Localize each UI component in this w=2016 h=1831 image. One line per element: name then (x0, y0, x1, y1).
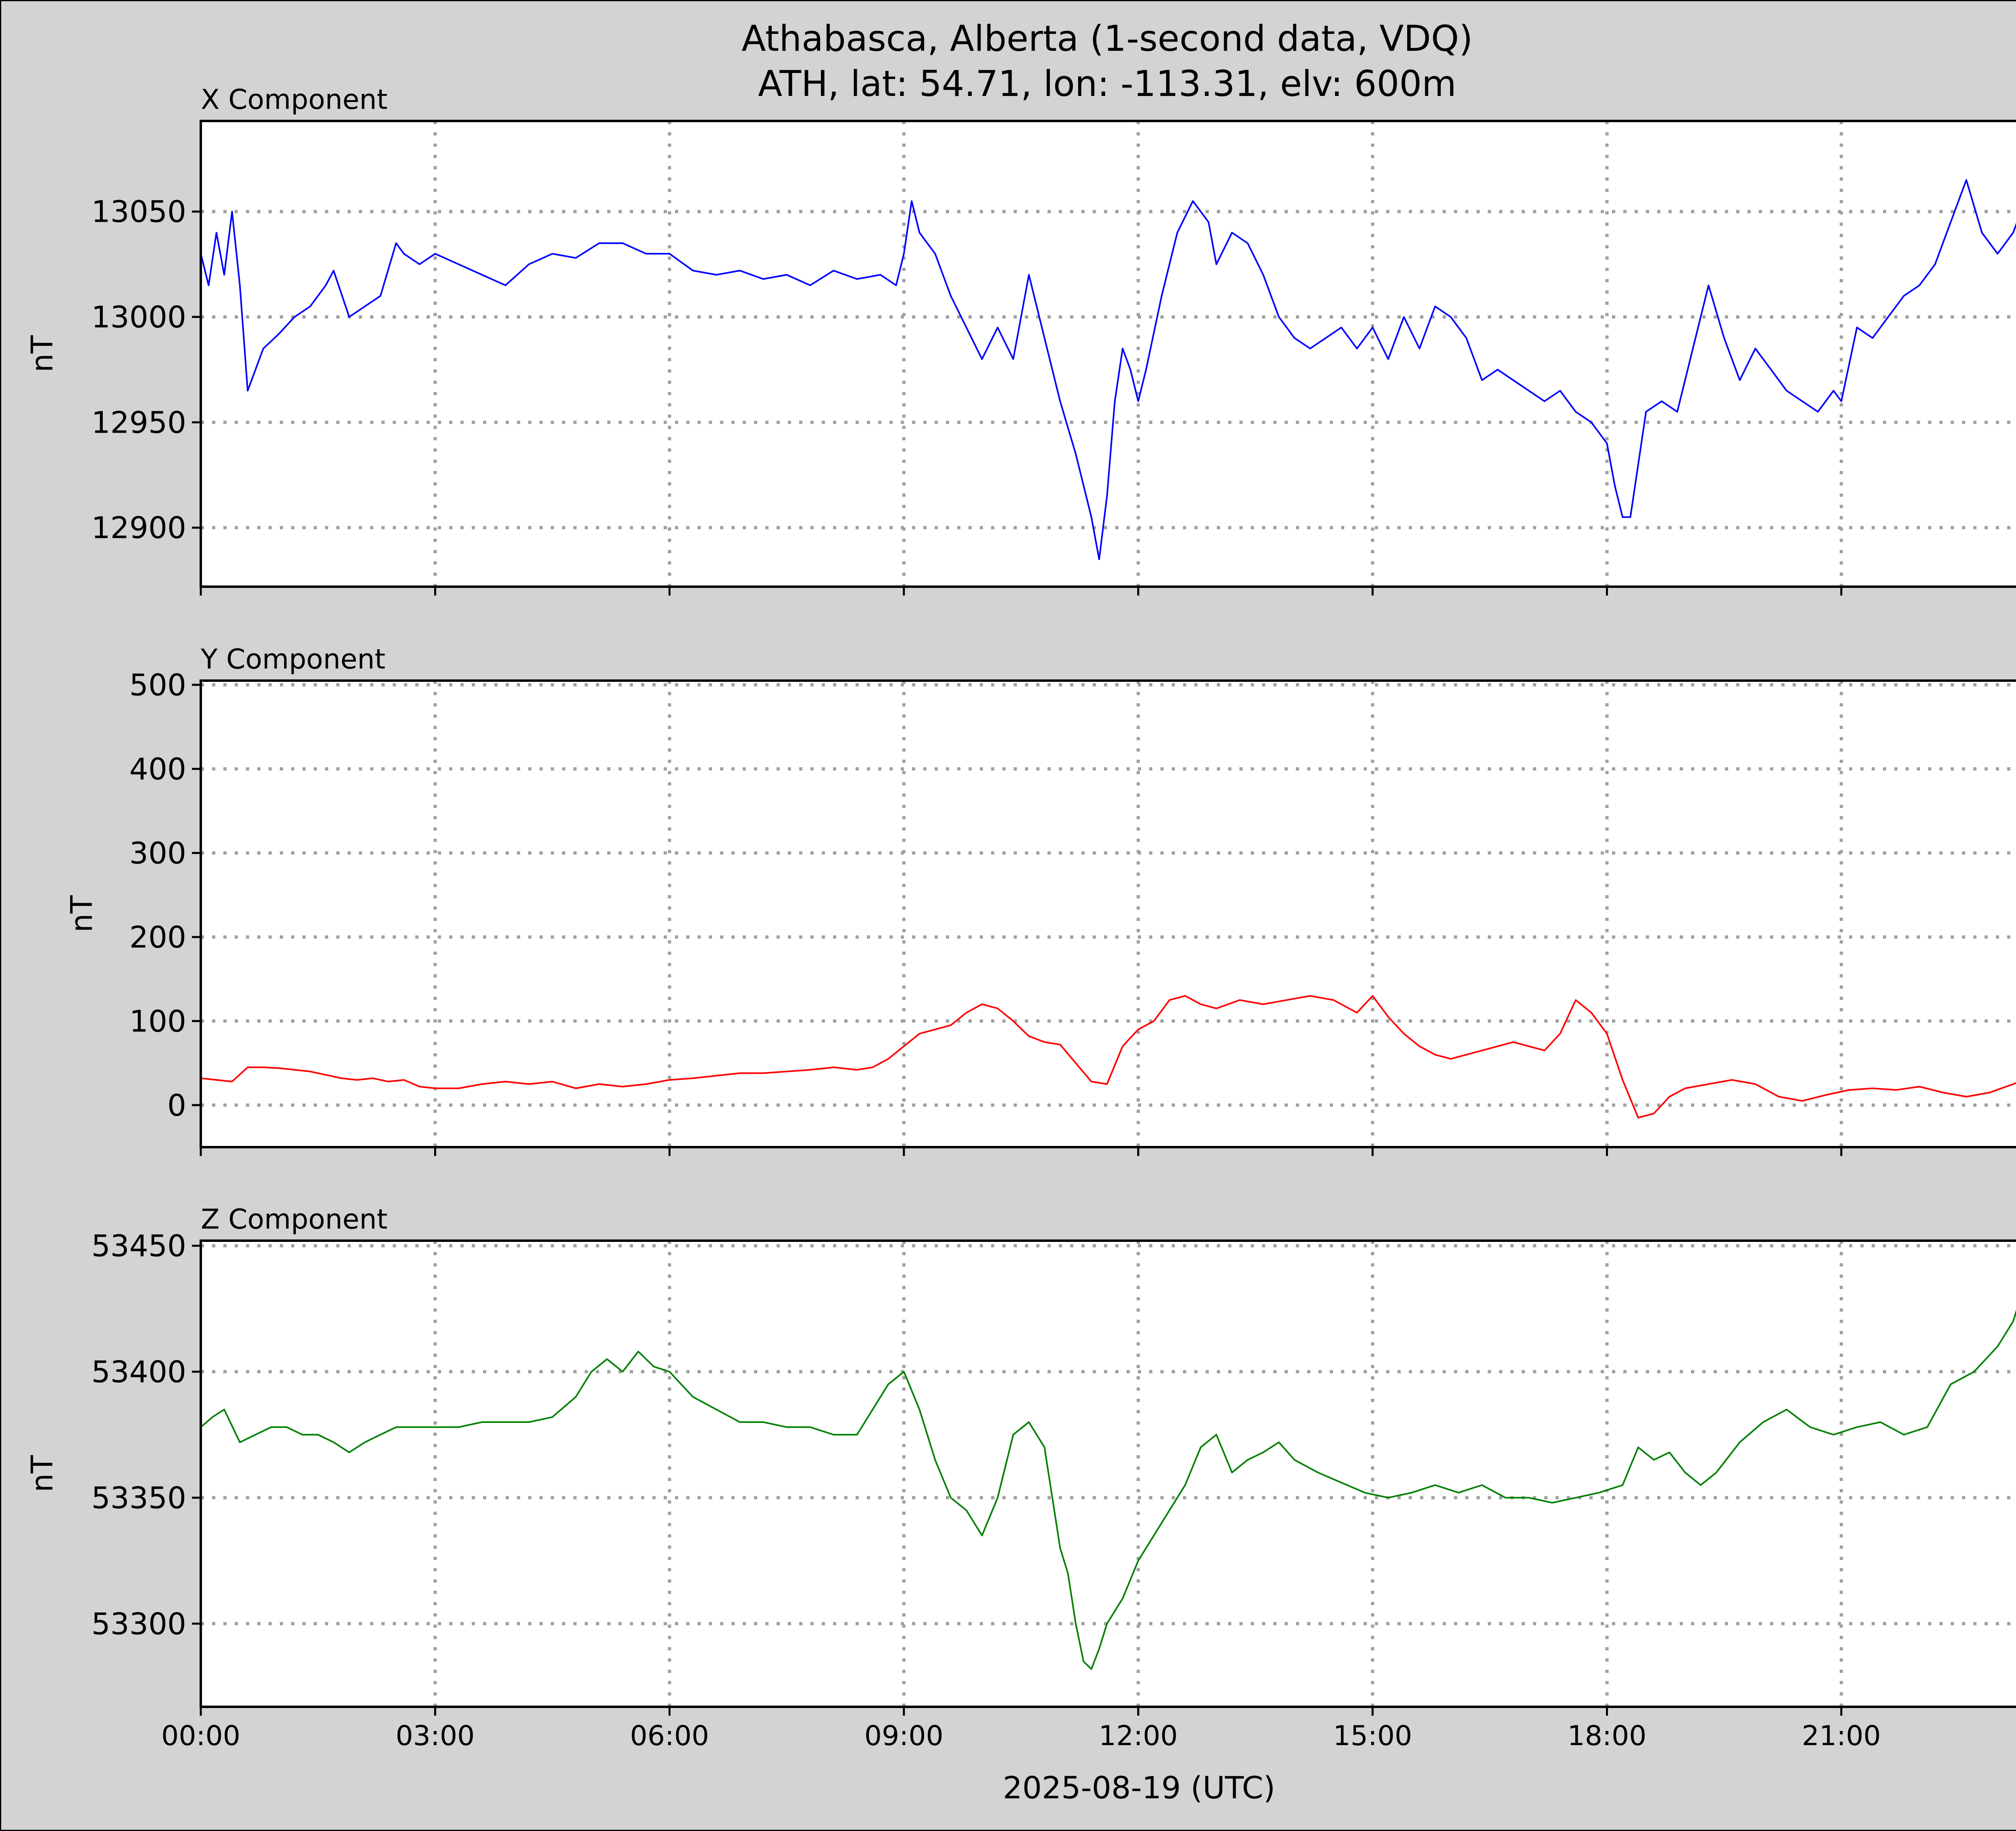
x-tick-label: 06:00 (630, 1720, 709, 1752)
plot-area (201, 681, 2016, 1147)
x-tick-label: 18:00 (1568, 1720, 1647, 1752)
y-tick-label: 13050 (92, 195, 186, 229)
plot-area (201, 121, 2016, 587)
figure-title-line1: Athabasca, Alberta (1-second data, VDQ) (741, 18, 1473, 59)
x-axis-label: 2025-08-19 (UTC) (1003, 1770, 1275, 1806)
series-line (200, 995, 2016, 1119)
y-axis-label: nT (65, 895, 99, 933)
panel-1: 12900 12950 13000 13050 X Component nT (25, 84, 2016, 596)
x-tick-label: 21:00 (1802, 1720, 1881, 1752)
y-axis-label: nT (25, 1455, 60, 1492)
x-tick-label: 15:00 (1333, 1720, 1412, 1752)
series-line (200, 179, 2016, 560)
plot-frame (200, 1239, 2016, 1708)
panel-title: Z Component (201, 1204, 387, 1235)
x-tick-label: 09:00 (864, 1720, 943, 1752)
plot-frame (200, 120, 2016, 588)
y-tick-label: 53300 (92, 1607, 186, 1641)
y-tick-label: 300 (129, 836, 186, 871)
panel-title: X Component (201, 84, 387, 116)
x-tick-label: 00:00 (161, 1720, 240, 1752)
x-tick-label: 03:00 (396, 1720, 475, 1752)
y-tick-label: 100 (129, 1004, 186, 1039)
x-tick-label: 12:00 (1099, 1720, 1178, 1752)
plot-area (201, 1241, 2016, 1707)
panel-title: Y Component (200, 644, 385, 675)
y-tick-label: 0 (167, 1088, 186, 1123)
y-tick-label: 500 (129, 668, 186, 702)
series-line (200, 1309, 2016, 1670)
y-tick-label: 53350 (92, 1481, 186, 1515)
figure-title-line2: ATH, lat: 54.71, lon: -113.31, elv: 600m (758, 63, 1456, 104)
y-tick-label: 12950 (92, 405, 186, 440)
y-tick-label: 12900 (92, 511, 186, 546)
y-tick-label: 53450 (92, 1229, 186, 1263)
panel-3: 00:00 03:00 06:00 09:00 12:00 15:00 18:00 21:00… (25, 1204, 2016, 1752)
plot-frame (200, 679, 2016, 1148)
panels-group: 12900 12950 13000 13050 X Component nT 0 100 200… (25, 84, 2016, 1752)
y-axis-label: nT (25, 335, 60, 373)
y-tick-label: 400 (129, 752, 186, 787)
y-tick-label: 200 (129, 920, 186, 955)
panel-2: 0 100 200 300 400 500 Y Component nT (65, 644, 2016, 1156)
y-tick-label: 13000 (92, 300, 186, 335)
y-tick-label: 53400 (92, 1355, 186, 1389)
